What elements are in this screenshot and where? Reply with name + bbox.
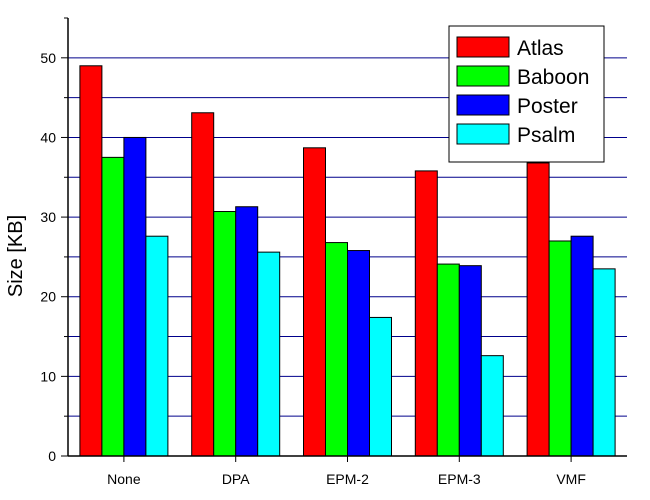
tick-labels: None DPA EPM-2 EPM-3 VMF 0 10 20 30 40 50 [40,50,585,487]
y-tick-label: 30 [40,209,56,225]
bar-atlas-dpa [191,112,215,457]
bar-psalm-vmf [592,268,616,457]
y-tick-label: 20 [40,289,56,305]
bar-poster-dpa [235,206,259,457]
bars [79,65,616,457]
x-tick-label: EPM-3 [438,471,481,487]
bar-poster-none [123,136,147,457]
bar-baboon-dpa [213,211,237,457]
legend-swatch-poster [456,94,510,116]
legend: Atlas Baboon Poster Psalm [448,25,605,163]
bar-psalm-epm-2 [369,316,392,457]
bar-baboon-epm-2 [325,242,348,457]
bar-poster-vmf [570,235,594,457]
x-tick-label: EPM-2 [326,471,369,487]
bar-atlas-epm-2 [303,147,326,457]
axes [61,17,627,462]
bar-poster-epm-3 [458,265,482,457]
y-axis-title: Size [KB] [5,215,27,297]
legend-label-psalm: Psalm [517,124,575,147]
bar-psalm-none [145,235,169,457]
bar-atlas-epm-3 [414,170,438,457]
y-tick-label: 0 [48,448,56,464]
legend-label-baboon: Baboon [517,66,589,89]
x-tick-label: None [107,471,141,487]
x-tick-label: DPA [222,471,250,487]
legend-swatch-psalm [456,123,510,145]
bar-psalm-dpa [257,251,281,457]
x-tick-label: VMF [556,471,586,487]
legend-swatch-atlas [456,36,510,58]
bar-atlas-vmf [526,162,550,457]
legend-swatch-baboon [456,65,510,87]
y-tick-label: 10 [40,368,56,384]
y-tick-label: 40 [40,129,56,145]
legend-label-poster: Poster [517,95,578,118]
bar-psalm-epm-3 [480,355,504,457]
legend-label-atlas: Atlas [517,37,564,60]
bar-atlas-none [79,65,103,457]
bar-baboon-none [101,156,125,457]
bar-poster-epm-2 [347,250,370,457]
y-tick-label: 50 [40,50,56,66]
bar-baboon-epm-3 [436,263,460,457]
bar-baboon-vmf [548,240,572,457]
